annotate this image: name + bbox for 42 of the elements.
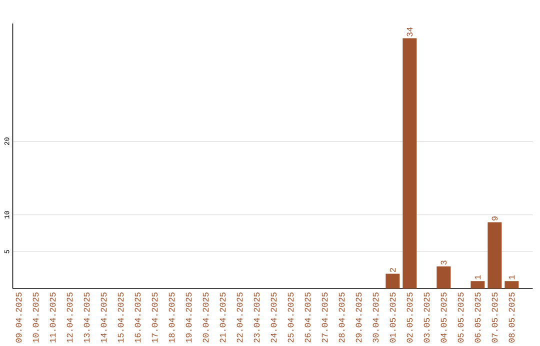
x-tick-label: 23.04.2025 bbox=[254, 292, 260, 342]
data-label: 34 bbox=[406, 27, 413, 36]
x-tick-label: 14.04.2025 bbox=[100, 292, 107, 342]
x-tick-label: 17.04.2025 bbox=[152, 292, 158, 342]
data-label: 9 bbox=[492, 216, 498, 220]
x-tick-label: 25.04.2025 bbox=[288, 292, 294, 342]
x-tick-label: 30.04.2025 bbox=[372, 292, 379, 342]
bar bbox=[470, 280, 485, 288]
x-tick-label: 15.04.2025 bbox=[118, 292, 124, 342]
data-label: 3 bbox=[440, 260, 447, 264]
x-tick-label: 24.04.2025 bbox=[270, 292, 277, 342]
bar bbox=[504, 280, 519, 288]
data-label: 1 bbox=[508, 275, 514, 280]
x-tick-label: 19.04.2025 bbox=[186, 292, 192, 342]
x-tick-label: 06.05.2025 bbox=[474, 292, 481, 342]
x-tick-label: 11.04.2025 bbox=[50, 292, 56, 342]
x-tick-label: 08.05.2025 bbox=[508, 292, 515, 342]
x-tick-label: 01.05.2025 bbox=[390, 292, 396, 342]
x-tick-label: 22.04.2025 bbox=[236, 292, 243, 342]
bar bbox=[488, 222, 502, 288]
bar bbox=[402, 38, 417, 288]
x-tick-label: 29.04.2025 bbox=[356, 292, 362, 342]
x-tick-label: 03.05.2025 bbox=[424, 292, 430, 342]
x-tick-label: 02.05.2025 bbox=[406, 292, 413, 342]
x-tick-label: 27.04.2025 bbox=[322, 292, 328, 342]
x-tick-label: 12.04.2025 bbox=[66, 292, 73, 342]
x-tick-label: 09.04.2025 bbox=[16, 292, 22, 342]
data-label: 2 bbox=[390, 268, 396, 272]
x-tick-label: 28.04.2025 bbox=[338, 292, 345, 342]
x-tick-label: 07.05.2025 bbox=[492, 292, 498, 342]
bar bbox=[436, 266, 451, 288]
x-tick-label: 26.04.2025 bbox=[304, 292, 311, 342]
x-tick-label: 04.05.2025 bbox=[440, 292, 447, 342]
x-tick-label: 13.04.2025 bbox=[84, 292, 90, 342]
x-tick-label: 18.04.2025 bbox=[168, 292, 175, 342]
bar bbox=[386, 274, 400, 288]
x-tick-label: 05.05.2025 bbox=[458, 292, 464, 342]
x-tick-label: 21.04.2025 bbox=[220, 292, 226, 342]
x-tick-label: 20.04.2025 bbox=[202, 292, 209, 342]
x-tick-label: 16.04.2025 bbox=[134, 292, 141, 342]
x-tick-label: 10.04.2025 bbox=[32, 292, 39, 342]
data-label: 1 bbox=[474, 275, 480, 280]
